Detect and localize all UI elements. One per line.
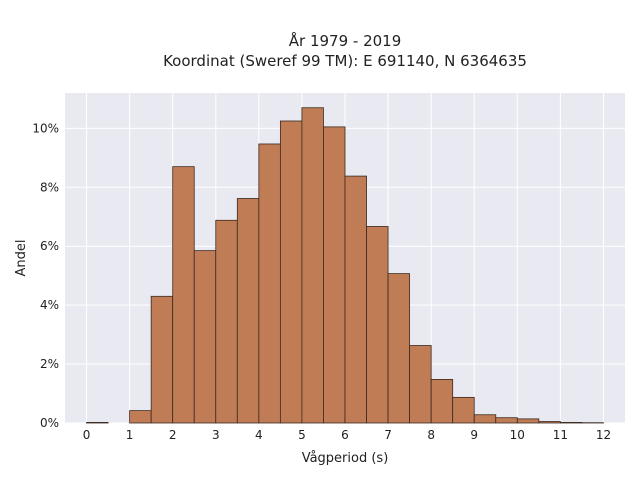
chart-title-line-1: År 1979 - 2019 (289, 31, 402, 50)
x-tick-label: 10 (510, 428, 525, 442)
x-tick-label: 11 (553, 428, 568, 442)
x-axis-label: Vågperiod (s) (302, 451, 389, 466)
x-tick-label: 8 (427, 428, 435, 442)
histogram-bar (215, 219, 238, 424)
y-tick-label: 6% (40, 239, 59, 253)
x-tick-label: 12 (596, 428, 611, 442)
histogram-bar (516, 418, 540, 424)
histogram-bar (538, 421, 561, 424)
histogram-bar (150, 295, 174, 424)
histogram-bar (193, 250, 217, 424)
histogram-bar (279, 120, 303, 424)
histogram-bar (258, 143, 281, 424)
histogram-bar (559, 422, 583, 424)
histogram-bar (301, 107, 324, 424)
histogram-bar (323, 126, 346, 424)
x-tick-label: 4 (255, 428, 263, 442)
histogram-bar (366, 226, 389, 424)
chart-title-line-2: Koordinat (Sweref 99 TM): E 691140, N 63… (163, 52, 527, 70)
histogram-bar (86, 422, 109, 424)
histogram-bar (172, 166, 195, 424)
x-tick-label: 5 (298, 428, 306, 442)
x-tick-label: 0 (83, 428, 91, 442)
histogram-bar (409, 345, 432, 424)
histogram-bar (473, 414, 497, 424)
x-tick-label: 7 (384, 428, 392, 442)
histogram-bar (495, 417, 518, 424)
histogram-bar (387, 273, 411, 424)
y-tick-label: 4% (40, 298, 59, 312)
y-tick-label: 8% (40, 180, 59, 194)
histogram-bar (236, 198, 260, 424)
histogram-bar (452, 396, 475, 424)
x-tick-label: 1 (126, 428, 134, 442)
histogram-bar (129, 410, 152, 424)
y-axis-label: Andel (14, 240, 29, 277)
y-axis-ticks: 0% 2% 4% 6% 8% 10% (32, 121, 59, 430)
x-tick-label: 2 (169, 428, 177, 442)
x-tick-label: 6 (341, 428, 349, 442)
x-tick-label: 3 (212, 428, 220, 442)
histogram-bar (344, 175, 367, 424)
y-tick-label: 0% (40, 416, 59, 430)
x-axis-ticks: 0 1 2 3 4 5 6 7 8 9 10 11 12 (83, 428, 611, 442)
x-tick-label: 9 (470, 428, 478, 442)
histogram-bar (430, 378, 454, 424)
y-tick-label: 10% (32, 121, 59, 135)
bars-group (86, 107, 604, 424)
y-tick-label: 2% (40, 357, 59, 371)
